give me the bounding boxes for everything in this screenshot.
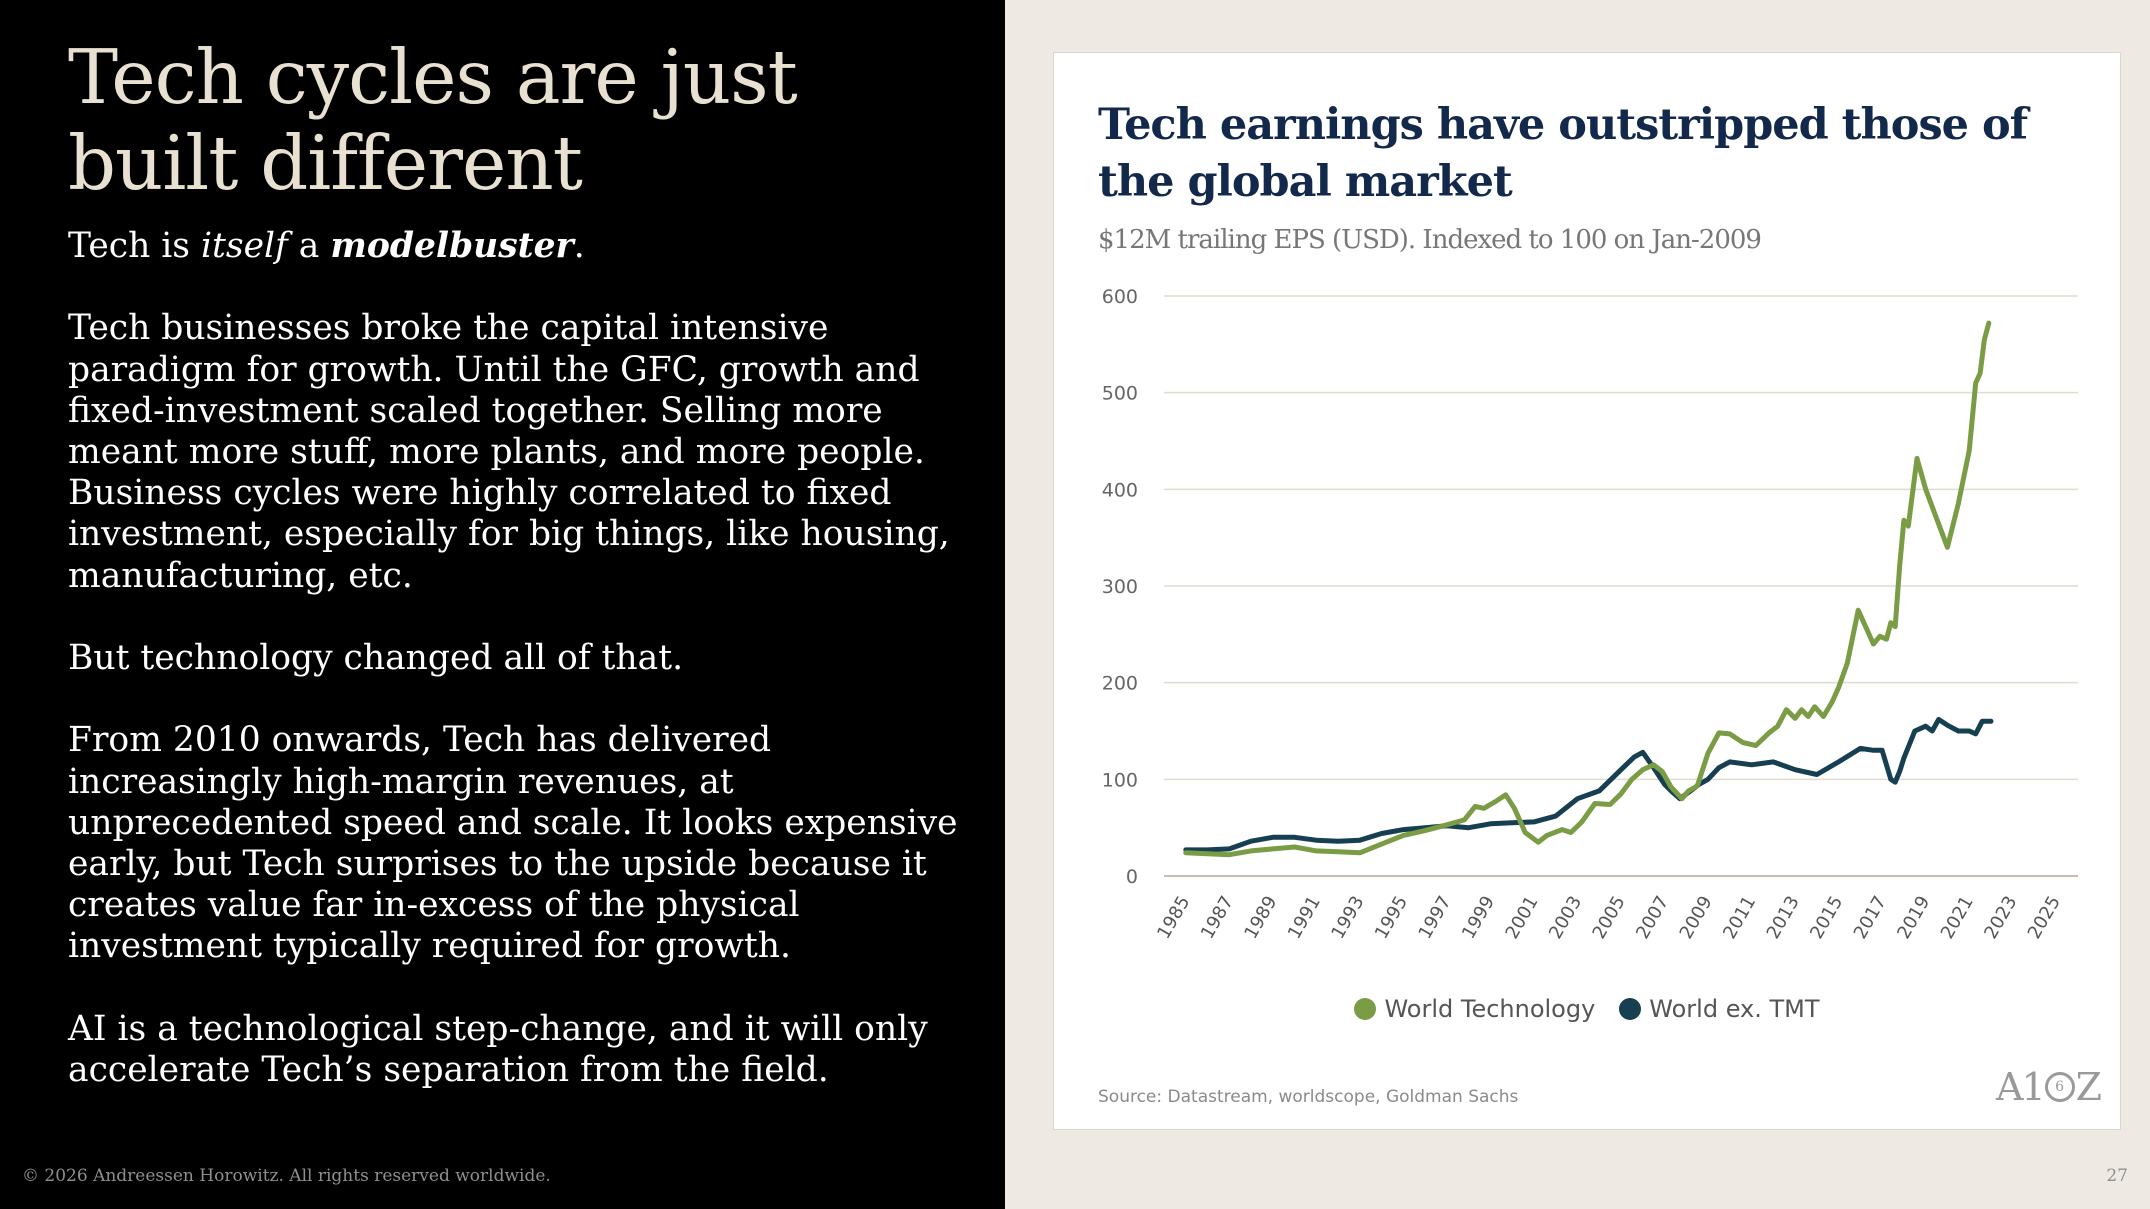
series-line-world-technology	[1183, 320, 1992, 858]
y-tick-label: 200	[1102, 673, 1138, 695]
intro-text: a	[287, 226, 331, 266]
chart-legend: World Technology World ex. TMT	[1054, 995, 2120, 1023]
x-tick-group: 2011	[1719, 893, 1760, 943]
intro-text: .	[573, 226, 585, 266]
x-tick-label: 2025	[2024, 893, 2065, 943]
x-tick-label: 2011	[1719, 893, 1760, 943]
x-tick-group: 2009	[1676, 893, 1717, 943]
series-line-world-ex-tmt	[1183, 716, 1994, 853]
paragraph-capital: Tech businesses broke the capital intens…	[68, 308, 950, 596]
x-tick-group: 1997	[1414, 893, 1455, 943]
x-tick-label: 2009	[1676, 893, 1717, 943]
x-tick-label: 2015	[1806, 893, 1847, 943]
chart-card: Tech earnings have outstripped those of …	[1053, 52, 2121, 1130]
x-tick-label: 2013	[1763, 893, 1804, 943]
slide-title: Tech cycles are just built different	[68, 33, 798, 207]
x-tick-group: 1987	[1197, 893, 1238, 943]
x-tick-label: 1997	[1414, 893, 1455, 943]
x-tick-group: 1985	[1153, 893, 1194, 943]
y-tick-label: 300	[1102, 576, 1138, 598]
legend-swatch	[1354, 998, 1377, 1020]
logo-mark-icon: 6	[2044, 1072, 2075, 1102]
x-tick-group: 2005	[1589, 893, 1630, 943]
copyright-footer: © 2026 Andreessen Horowitz. All rights r…	[22, 1166, 551, 1186]
legend-item-world-ex-tmt: World ex. TMT	[1619, 995, 1820, 1023]
y-tick-label: 600	[1102, 286, 1138, 308]
x-tick-label: 1987	[1197, 893, 1238, 943]
x-tick-group: 1991	[1284, 893, 1325, 943]
x-tick-label: 2021	[1937, 893, 1978, 943]
legend-item-world-technology: World Technology	[1354, 995, 1595, 1023]
x-tick-label: 2017	[1850, 893, 1891, 943]
y-tick-label: 400	[1102, 479, 1138, 501]
x-tick-label: 1985	[1153, 893, 1194, 943]
x-tick-group: 2007	[1632, 893, 1673, 943]
x-tick-group: 2025	[2024, 893, 2065, 943]
slide-body: Tech is itself a modelbuster. Tech busin…	[68, 226, 988, 1132]
intro-line: Tech is itself a modelbuster.	[68, 226, 988, 267]
x-tick-label: 1995	[1371, 893, 1412, 943]
x-tick-group: 2015	[1806, 893, 1847, 943]
x-tick-group: 1993	[1327, 893, 1368, 943]
intro-strong: modelbuster	[330, 226, 574, 266]
x-tick-label: 2003	[1545, 893, 1586, 943]
x-tick-group: 2019	[1893, 893, 1934, 943]
logo-text: A1	[1996, 1065, 2046, 1109]
legend-label: World Technology	[1384, 995, 1596, 1023]
paragraph-change: But technology changed all of that.	[68, 638, 684, 678]
a16z-logo: A1 6 Z	[1996, 1065, 2102, 1109]
x-tick-group: 1995	[1371, 893, 1412, 943]
intro-emphasis: itself	[200, 226, 288, 266]
logo-text: Z	[2075, 1065, 2102, 1109]
x-tick-label: 2023	[1980, 893, 2021, 943]
paragraph-2010: From 2010 onwards, Tech has delivered in…	[68, 720, 958, 967]
x-tick-group: 2003	[1545, 893, 1586, 943]
chart-subtitle: $12M trailing EPS (USD). Indexed to 100 …	[1098, 225, 1762, 255]
x-tick-label: 2005	[1589, 893, 1630, 943]
y-tick-label: 0	[1126, 866, 1138, 888]
legend-label: World ex. TMT	[1649, 995, 1820, 1023]
x-tick-group: 2023	[1980, 893, 2021, 943]
text-panel: Tech cycles are just built different Tec…	[0, 0, 1005, 1209]
x-tick-label: 2019	[1893, 893, 1934, 943]
intro-text: Tech is	[68, 226, 201, 266]
x-tick-label: 1999	[1458, 893, 1499, 943]
paragraph-ai: AI is a technological step-change, and i…	[68, 1008, 928, 1090]
x-tick-group: 2013	[1763, 893, 1804, 943]
x-tick-group: 2017	[1850, 893, 1891, 943]
chart-title: Tech earnings have outstripped those of …	[1098, 100, 2028, 207]
y-tick-label: 100	[1102, 769, 1138, 791]
legend-swatch	[1619, 998, 1642, 1020]
x-tick-group: 1999	[1458, 893, 1499, 943]
x-tick-label: 1991	[1284, 893, 1325, 943]
x-tick-label: 1993	[1327, 893, 1368, 943]
x-tick-group: 2021	[1937, 893, 1978, 943]
x-tick-label: 1989	[1240, 893, 1281, 943]
x-tick-label: 2001	[1502, 893, 1543, 943]
source-note: Source: Datastream, worldscope, Goldman …	[1098, 1087, 1519, 1107]
page-number: 27	[2106, 1166, 2128, 1186]
x-tick-group: 2001	[1502, 893, 1543, 943]
x-tick-label: 2007	[1632, 893, 1673, 943]
x-tick-group: 1989	[1240, 893, 1281, 943]
y-tick-label: 500	[1102, 383, 1138, 405]
